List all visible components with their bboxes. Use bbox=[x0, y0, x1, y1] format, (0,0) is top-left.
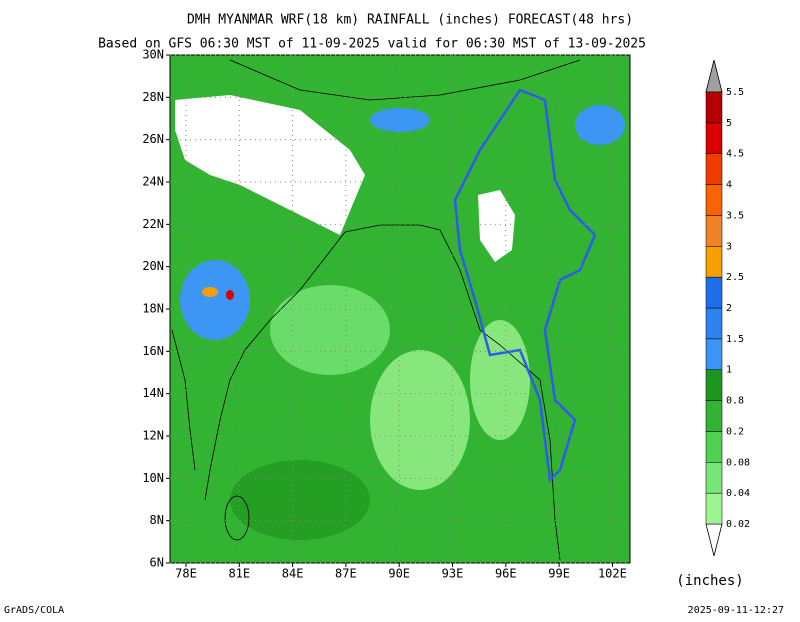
colorbar-label: 3 bbox=[726, 241, 732, 252]
colorbar-segment bbox=[705, 492, 723, 525]
lat-label: 22N bbox=[142, 217, 164, 231]
colorbar-label: 3.5 bbox=[726, 210, 744, 221]
colorbar-label: 5.5 bbox=[726, 87, 744, 98]
footer-left: GrADS/COLA bbox=[4, 605, 64, 616]
footer-right: 2025-09-11-12:27 bbox=[688, 605, 784, 616]
colorbar-segment bbox=[705, 246, 723, 278]
coastline bbox=[171, 329, 196, 471]
colorbar-label: 0.02 bbox=[726, 519, 750, 530]
colorbar-segment bbox=[705, 400, 723, 432]
colorbar-segment bbox=[705, 122, 723, 154]
lon-label: 78E bbox=[175, 567, 197, 581]
rain-max bbox=[202, 287, 218, 297]
lat-label: 24N bbox=[142, 175, 164, 189]
colorbar-label: 4.5 bbox=[726, 149, 744, 160]
colorbar-over bbox=[705, 59, 723, 93]
colorbar-label: 0.08 bbox=[726, 457, 750, 468]
lon-label: 81E bbox=[228, 567, 250, 581]
colorbar-label: 4 bbox=[726, 180, 732, 191]
colorbar-segment bbox=[705, 369, 723, 401]
lat-label: 14N bbox=[142, 386, 164, 400]
heavy-rain bbox=[230, 460, 370, 540]
coastline bbox=[204, 231, 346, 501]
rain-max bbox=[370, 108, 430, 132]
rain-max bbox=[575, 105, 625, 145]
colorbar-segment bbox=[705, 338, 723, 370]
coastline bbox=[224, 495, 250, 541]
colorbar-segment bbox=[705, 431, 723, 463]
light-rain bbox=[270, 285, 390, 375]
colorbar-label: 0.2 bbox=[726, 426, 744, 437]
light-rain bbox=[470, 320, 530, 440]
colorbar-label: 2.5 bbox=[726, 272, 744, 283]
lat-label: 6N bbox=[150, 556, 164, 570]
colorbar-segment bbox=[705, 215, 723, 247]
lat-label: 30N bbox=[142, 48, 164, 62]
colorbar-segment bbox=[705, 462, 723, 494]
dry-area bbox=[175, 95, 365, 235]
colorbar-label: 2 bbox=[726, 303, 732, 314]
title: DMH MYANMAR WRF(18 km) RAINFALL (inches)… bbox=[187, 13, 633, 28]
lat-label: 18N bbox=[142, 302, 164, 316]
rain-max bbox=[226, 290, 234, 300]
coastline bbox=[344, 224, 561, 561]
lon-label: 84E bbox=[282, 567, 304, 581]
lon-label: 99E bbox=[548, 567, 570, 581]
colorbar-segment bbox=[705, 276, 723, 309]
lat-label: 28N bbox=[142, 90, 164, 104]
colorbar-segment bbox=[705, 307, 723, 340]
colorbar-label: 1.5 bbox=[726, 334, 744, 345]
colorbar-unit: (inches) bbox=[676, 573, 743, 589]
lat-label: 8N bbox=[150, 513, 164, 527]
colorbar-segment bbox=[705, 184, 723, 216]
lon-label: 93E bbox=[442, 567, 464, 581]
colorbar-under bbox=[705, 523, 723, 557]
lon-label: 87E bbox=[335, 567, 357, 581]
colorbar-label: 5 bbox=[726, 118, 732, 129]
lat-label: 26N bbox=[142, 132, 164, 146]
light-rain bbox=[370, 350, 470, 490]
lon-label: 90E bbox=[388, 567, 410, 581]
colorbar-label: 1 bbox=[726, 365, 732, 376]
myanmar-boundary bbox=[453, 88, 597, 483]
colorbar-label: 0.04 bbox=[726, 488, 750, 499]
lon-label: 102E bbox=[598, 567, 627, 581]
lat-label: 20N bbox=[142, 259, 164, 273]
lat-label: 16N bbox=[142, 344, 164, 358]
lon-label: 96E bbox=[495, 567, 517, 581]
colorbar-label: 0.8 bbox=[726, 396, 744, 407]
subtitle: Based on GFS 06:30 MST of 11-09-2025 val… bbox=[98, 37, 646, 52]
lat-label: 10N bbox=[142, 471, 164, 485]
colorbar-segment bbox=[705, 153, 723, 185]
lat-label: 12N bbox=[142, 429, 164, 443]
rain-max bbox=[180, 260, 250, 340]
map bbox=[169, 54, 631, 564]
colorbar-segment bbox=[705, 91, 723, 124]
dry-area bbox=[478, 190, 515, 262]
